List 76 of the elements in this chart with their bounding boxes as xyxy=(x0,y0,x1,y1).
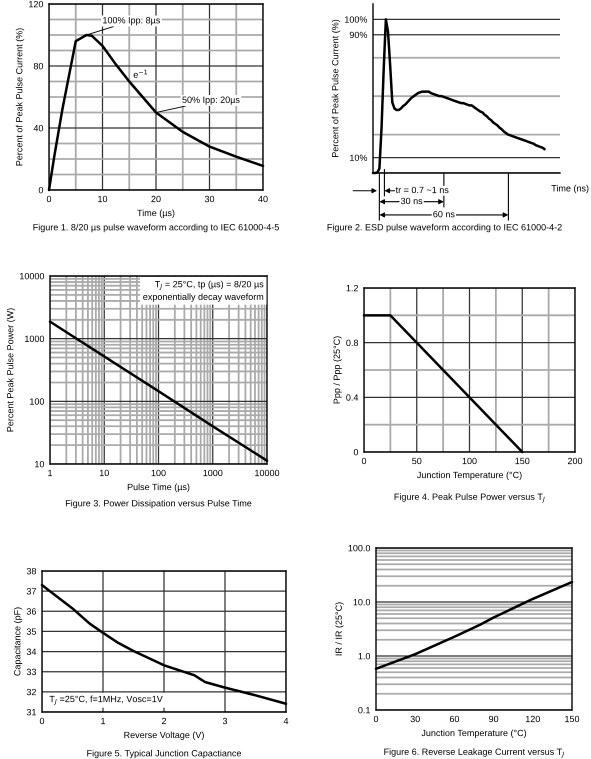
x-axis-title: Junction Temperature (°C) xyxy=(416,472,522,480)
y-axis-title: Capacitance (pF) xyxy=(14,607,22,676)
y-tick-label: 100.0 xyxy=(348,544,370,552)
x-tick-label: 90 xyxy=(489,716,498,722)
y-axis-title: Percent of Peak Pulse Current (%) xyxy=(16,28,24,166)
x-axis-title: Reverse Voltage (V) xyxy=(124,732,204,740)
x-axis-title: Time (ns) xyxy=(551,184,588,194)
x-tick-label: 20 xyxy=(151,196,161,202)
x-tick-label: 120 xyxy=(526,716,540,722)
text: 30 ns xyxy=(400,198,422,204)
y-tick-label: 40 xyxy=(34,124,44,132)
y-tick-label: 36 xyxy=(26,608,36,615)
y-axis-title: IR / IR (25°C) xyxy=(335,602,344,656)
x-tick-label: 2 xyxy=(162,718,166,724)
x-tick-label: 10 xyxy=(98,196,108,202)
y-tick-label: 0 xyxy=(38,186,44,194)
y-axis-title: Ppp / Ppp (25°C) xyxy=(333,336,342,404)
caption: Figure 6. Reverse Leakage Current versus T$_{J}$ xyxy=(384,748,564,758)
x-tick-label: 1 xyxy=(48,470,52,476)
annotation: e$^{−1}$ xyxy=(134,70,148,78)
x-tick-label: 40 xyxy=(258,196,268,202)
y-tick-label: 0.8 xyxy=(346,340,358,346)
y-tick-label: 1000 xyxy=(25,336,44,342)
x-axis-title: Pulse Time (µs) xyxy=(128,484,190,492)
y-tick-label: 100% xyxy=(345,16,368,23)
y-axis-title: Percent of Peak Pulse Current (%) xyxy=(332,20,340,157)
x-tick-label: 60 xyxy=(450,716,460,722)
y-tick-label: 10.0 xyxy=(354,598,370,606)
x-axis-title: Time (µs) xyxy=(137,210,174,218)
x-tick-label: 1000 xyxy=(203,470,222,476)
caption: Figure 3. Power Dissipation versus Pulse Time xyxy=(66,500,252,508)
x-axis-title: Junction Temperature (°C) xyxy=(421,730,526,738)
y-tick-label: 33 xyxy=(26,668,36,676)
x-tick-label: 200 xyxy=(568,458,582,464)
x-tick-label: 100 xyxy=(152,470,166,476)
x-tick-label: 10000 xyxy=(255,470,280,476)
y-tick-label: 10000 xyxy=(20,272,44,280)
y-axis-title: Percent Peak Pulse Power (W) xyxy=(6,308,16,432)
text: tr = 0.7 ~1 ns xyxy=(396,186,448,194)
x-tick-label: 30 xyxy=(204,196,214,202)
y-tick-label: 10% xyxy=(350,154,368,161)
x-tick-label: 150 xyxy=(565,716,580,722)
x-tick-label: 10 xyxy=(100,470,109,476)
y-tick-label: 31 xyxy=(26,708,36,716)
x-tick-label: 0 xyxy=(374,716,378,722)
annotation: T$_{J}$ =25°C, f=1MHz, Vosc=1V xyxy=(50,696,163,705)
x-tick-label: 150 xyxy=(515,458,530,464)
x-tick-label: 30 xyxy=(410,716,420,722)
y-tick-label: 1.0 xyxy=(358,652,370,660)
y-tick-label: 0.4 xyxy=(346,394,358,401)
y-tick-label: 38 xyxy=(26,568,36,574)
y-tick-label: 90% xyxy=(350,32,368,38)
caption: Figure 4. Peak Pulse Power versus T$_{J}$ xyxy=(394,493,545,503)
x-tick-label: 3 xyxy=(222,718,228,724)
annotation: 100% Ipp: 8µs xyxy=(103,17,160,26)
y-tick-label: 0.1 xyxy=(358,706,370,714)
x-tick-label: 50 xyxy=(412,458,422,464)
caption: Figure 1. 8/20 µs pulse waveform according to IEC 61000-4-5 xyxy=(33,224,279,232)
y-tick-label: 0 xyxy=(354,448,358,456)
y-tick-label: 34 xyxy=(26,648,36,655)
annotation: 50% Ipp: 20µs xyxy=(182,96,240,105)
text: 60 ns xyxy=(433,210,455,218)
x-tick-label: 1 xyxy=(101,718,106,724)
y-tick-label: 80 xyxy=(34,62,44,70)
annotation: T$_{J}$ = 25°C, tp (µs) = 8/20 µs exponentially decay waveform xyxy=(143,280,264,302)
y-tick-label: 120 xyxy=(29,0,44,8)
y-tick-label: 100 xyxy=(30,398,44,405)
x-tick-label: 4 xyxy=(284,718,288,724)
caption: Figure 5. Typical Junction Capactiance xyxy=(87,750,242,758)
caption: Figure 2. ESD pulse waveform according to IEC 61000-4-2 xyxy=(328,224,562,232)
y-tick-label: 37 xyxy=(26,588,36,595)
x-tick-label: 0 xyxy=(46,196,52,202)
x-tick-label: 100 xyxy=(462,458,477,464)
y-tick-label: 35 xyxy=(26,628,36,635)
y-tick-label: 32 xyxy=(26,688,36,696)
y-tick-label: 1.2 xyxy=(346,284,358,292)
